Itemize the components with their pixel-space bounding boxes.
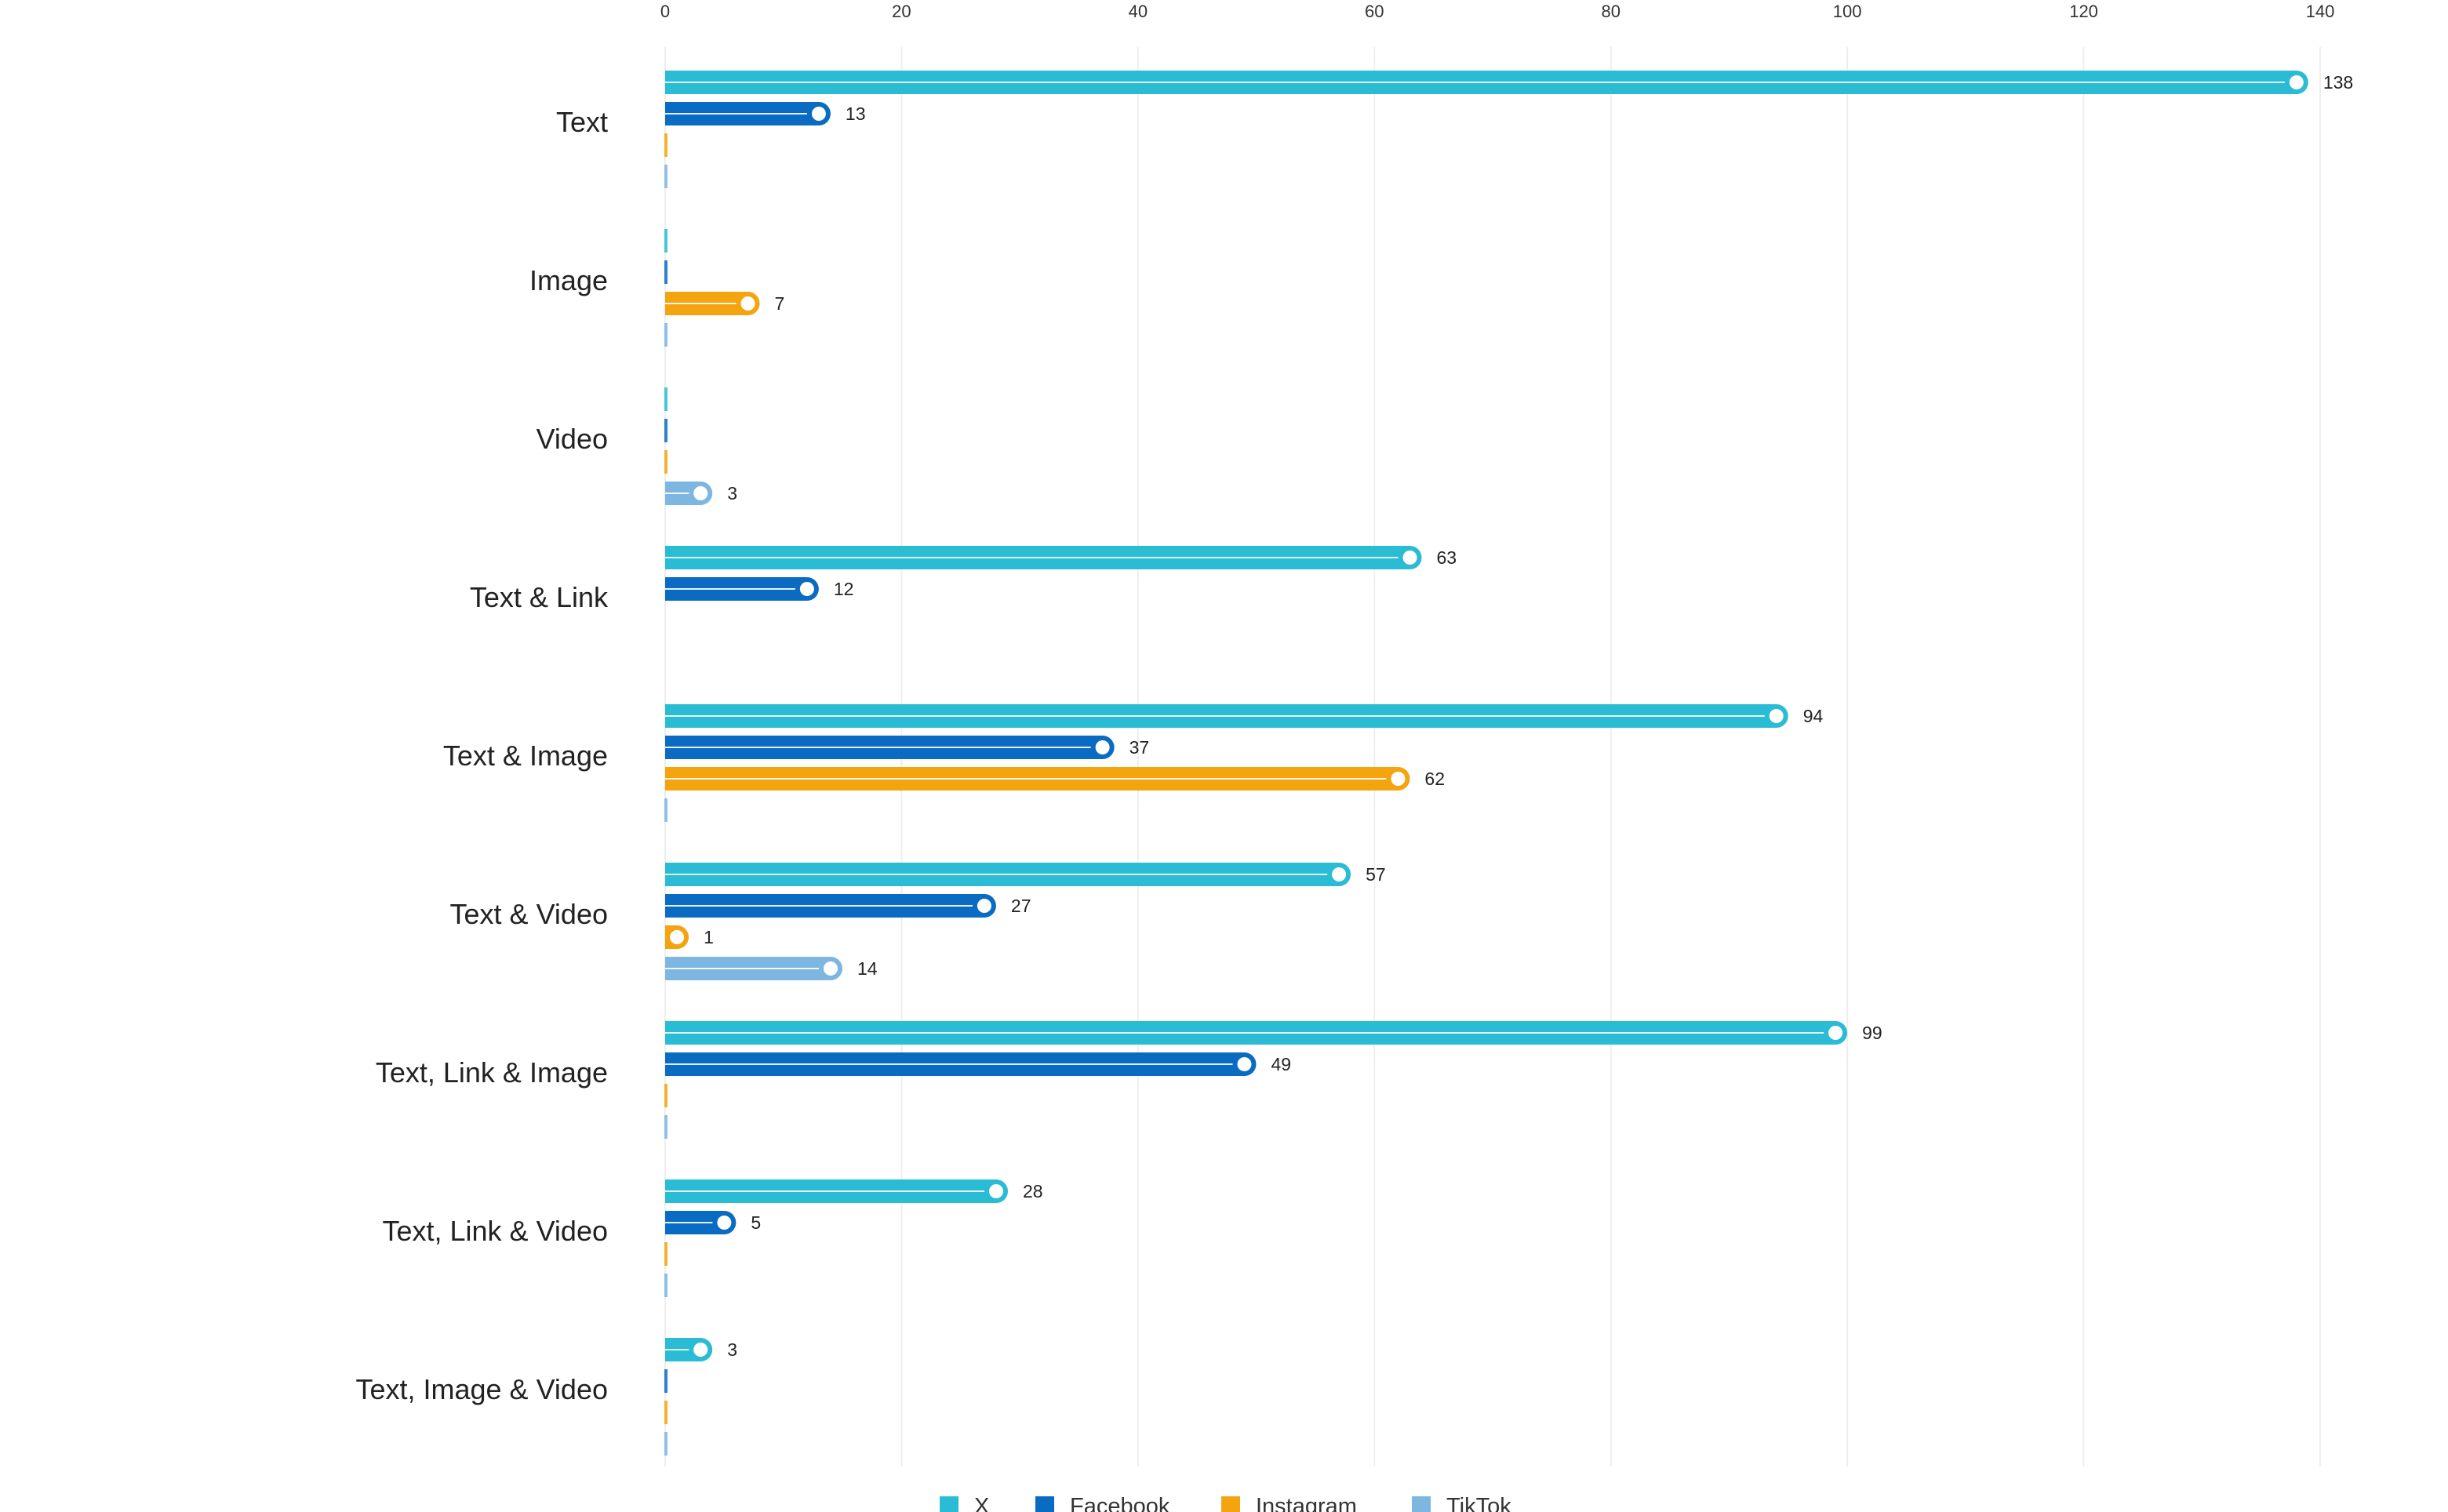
bar-end-marker-inner — [1332, 867, 1347, 881]
x-tick-label: 60 — [1365, 2, 1384, 21]
legend-swatch[interactable] — [1412, 1496, 1431, 1512]
bar-end-marker-inner — [717, 1216, 732, 1230]
x-tick-label: 0 — [660, 2, 670, 21]
x-tick-label: 100 — [1833, 2, 1862, 21]
x-tick-label: 120 — [2069, 2, 2098, 21]
bar-end-marker-inner — [799, 582, 814, 596]
bar-end-marker-inner — [1828, 1026, 1843, 1040]
bar-zero — [664, 1401, 667, 1424]
bar-zero — [664, 229, 667, 253]
legend-label[interactable]: Facebook — [1070, 1494, 1170, 1512]
data-label: 57 — [1366, 864, 1386, 885]
data-label: 94 — [1803, 706, 1824, 726]
data-label: 13 — [846, 104, 866, 124]
legend-label[interactable]: TikTok — [1446, 1494, 1511, 1512]
data-label: 37 — [1129, 737, 1150, 758]
data-label: 1 — [704, 927, 714, 947]
category-label: Text & Video — [450, 898, 608, 930]
bar-end-marker-inner — [2289, 75, 2304, 89]
bar-zero — [664, 387, 667, 411]
data-label: 3 — [727, 483, 737, 503]
bar-zero — [664, 1432, 667, 1456]
legend-swatch[interactable] — [1221, 1496, 1240, 1512]
bar-zero — [664, 798, 667, 822]
bar-end-marker-inner — [989, 1184, 1003, 1198]
bar-end-marker-inner — [693, 1343, 708, 1357]
gridlines — [664, 47, 2321, 1467]
legend-label[interactable]: X — [974, 1494, 989, 1512]
x-tick-label: 40 — [1129, 2, 1148, 21]
bar-zero — [664, 1115, 667, 1139]
category-label: Text, Link & Video — [382, 1215, 608, 1247]
category-label: Text, Link & Image — [376, 1056, 608, 1089]
bar-end-marker-inner — [693, 486, 708, 500]
data-label: 62 — [1424, 769, 1445, 789]
bar-zero — [664, 1242, 667, 1266]
bar-end-marker-inner — [977, 899, 991, 913]
category-label: Image — [529, 264, 608, 296]
category-label: Video — [537, 423, 608, 455]
bar-zero — [664, 450, 667, 474]
data-label: 27 — [1011, 896, 1031, 916]
bar-end-marker-inner — [1095, 740, 1110, 754]
bar-end-marker-inner — [811, 107, 826, 121]
legend-swatch[interactable] — [1035, 1496, 1054, 1512]
category-label: Text & Image — [443, 740, 608, 772]
x-tick-label: 20 — [892, 2, 911, 21]
category-label: Text, Image & Video — [355, 1373, 608, 1405]
x-tick-label: 80 — [1601, 2, 1620, 21]
x-axis-ticks: 0 20 40 60 80 100 120 140 — [660, 2, 2334, 21]
data-label: 99 — [1862, 1023, 1882, 1043]
legend: X Facebook Instagram TikTok — [940, 1494, 1511, 1512]
bar-zero — [664, 1369, 667, 1393]
category-label: Text & Link — [470, 581, 609, 613]
bar-zero — [664, 1274, 667, 1297]
bar-end-marker-inner — [740, 296, 755, 311]
bars: 138 13 7 3 63 12 94 37 62 57 27 1 14 99 49 28 5 3 — [664, 71, 2353, 1456]
bar-end-marker-inner — [1237, 1057, 1252, 1071]
bar-zero — [664, 133, 667, 157]
bar-zero — [664, 323, 667, 347]
bar-zero — [664, 165, 667, 188]
category-label: Text — [556, 106, 608, 138]
data-label: 28 — [1023, 1181, 1043, 1201]
data-label: 7 — [775, 293, 785, 314]
bar-end-marker-inner — [1769, 709, 1784, 723]
data-label: 49 — [1271, 1054, 1292, 1074]
bar-end-marker-inner — [1391, 772, 1406, 786]
data-label: 63 — [1437, 547, 1457, 568]
category-labels: Text Image Video Text & Link Text & Image Tex… — [355, 106, 609, 1405]
data-label: 14 — [857, 958, 878, 979]
data-label: 12 — [834, 579, 854, 599]
bar-zero — [664, 419, 667, 442]
bar-zero — [664, 1084, 667, 1107]
data-label: 138 — [2323, 72, 2353, 93]
data-label: 5 — [751, 1212, 761, 1233]
bar-end-marker-inner — [824, 961, 838, 976]
bar-end-marker-inner — [1402, 551, 1417, 565]
legend-label[interactable]: Instagram — [1256, 1494, 1357, 1512]
x-tick-label: 140 — [2306, 2, 2335, 21]
legend-swatch[interactable] — [940, 1496, 958, 1512]
data-label: 3 — [727, 1339, 737, 1360]
bar-end-marker-inner — [670, 930, 685, 944]
bar-zero — [664, 260, 667, 284]
